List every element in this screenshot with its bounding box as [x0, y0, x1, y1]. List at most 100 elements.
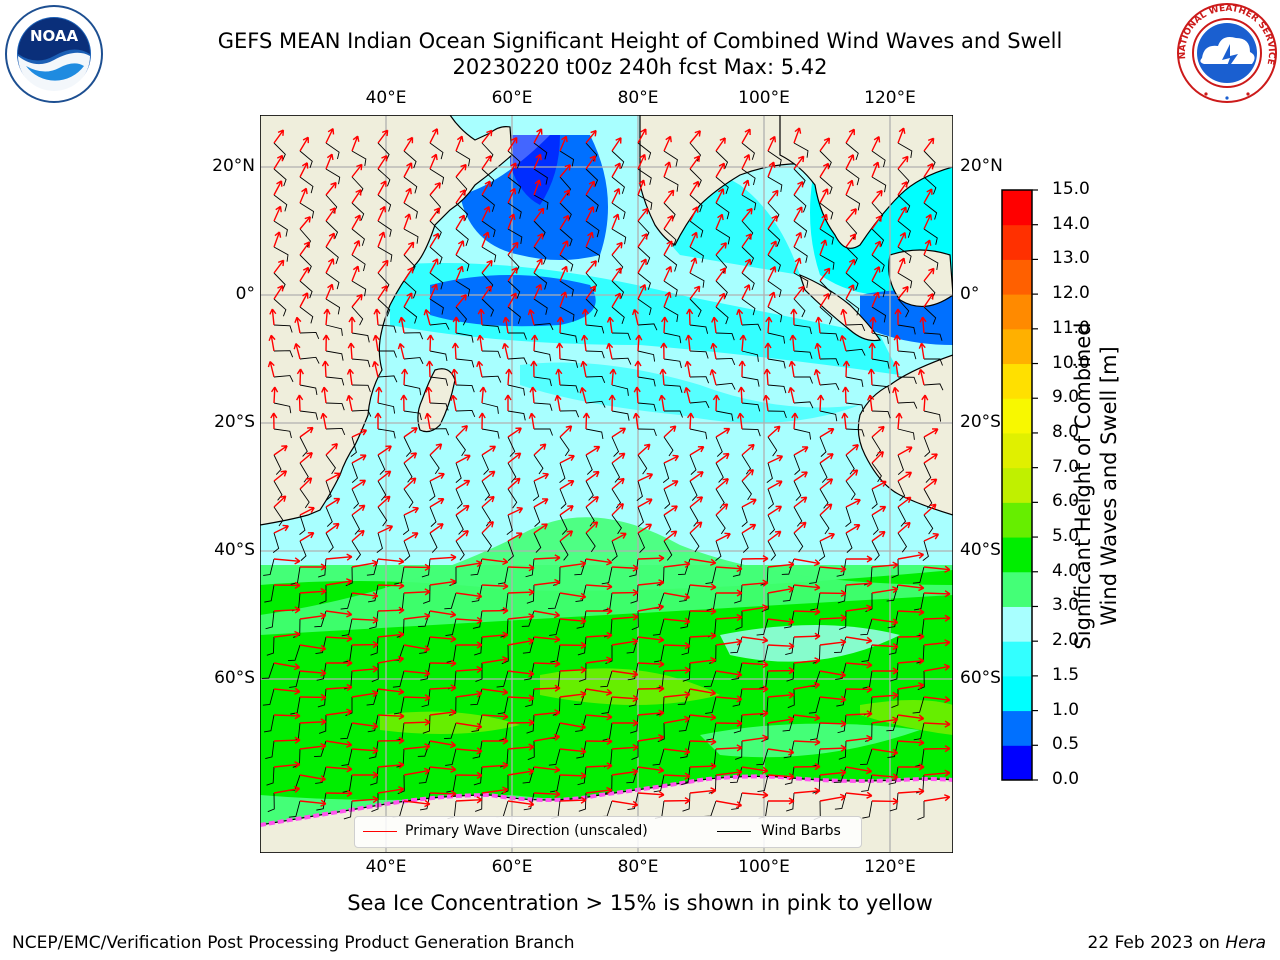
- wind-barb: [897, 246, 912, 264]
- colorbar-tick-0.5: 0.5: [1052, 734, 1080, 755]
- wave-arrow: [663, 748, 691, 756]
- wind-barb: [585, 168, 599, 187]
- wind-barb: [351, 280, 367, 297]
- wind-barb: [913, 722, 925, 741]
- wave-arrow: [403, 743, 431, 751]
- wave-arrow: [397, 342, 405, 360]
- wave-arrow: [451, 342, 460, 360]
- wave-arrow: [923, 565, 951, 573]
- wind-barb: [290, 566, 301, 585]
- wave-arrow: [897, 155, 909, 170]
- wave-arrow: [325, 708, 353, 716]
- wind-barb: [507, 488, 518, 509]
- wave-arrow: [273, 284, 284, 300]
- wave-arrow: [715, 613, 743, 622]
- wave-arrow: [663, 291, 672, 308]
- wind-barb: [316, 792, 327, 811]
- wave-arrow: [716, 589, 743, 597]
- wave-arrow: [637, 258, 647, 274]
- wave-arrow: [585, 231, 594, 248]
- wave-arrow: [555, 368, 563, 386]
- wind-barb: [793, 350, 813, 359]
- wind-barb: [715, 332, 735, 341]
- wave-arrow: [351, 722, 379, 730]
- wind-barb: [637, 506, 645, 527]
- wind-barb: [689, 272, 705, 288]
- wave-arrow: [819, 239, 828, 256]
- wind-barb: [741, 402, 761, 412]
- wind-barb: [351, 409, 372, 417]
- lat-tick-right-0: 0°: [960, 284, 980, 304]
- wind-barb: [715, 202, 730, 220]
- wind-barb: [421, 558, 431, 578]
- wave-arrow: [686, 412, 695, 430]
- wind-barb: [577, 766, 587, 786]
- wind-barb: [507, 436, 516, 457]
- wave-arrow: [793, 285, 805, 300]
- wind-barb: [376, 532, 383, 553]
- wind-barb: [299, 514, 306, 535]
- wind-barb: [793, 454, 801, 475]
- wind-barb: [835, 662, 847, 680]
- wave-arrow: [819, 478, 834, 490]
- wave-arrow: [533, 709, 561, 717]
- wave-arrow: [299, 774, 327, 783]
- wave-arrow: [481, 180, 491, 196]
- wave-arrow: [533, 498, 549, 508]
- wave-arrow: [455, 560, 483, 568]
- wind-barb: [681, 766, 691, 786]
- wave-arrow: [533, 472, 549, 482]
- wind-barb: [350, 436, 357, 457]
- wave-arrow: [715, 478, 729, 490]
- wave-arrow: [481, 470, 496, 482]
- wave-arrow: [533, 578, 561, 586]
- wind-barb: [266, 636, 275, 656]
- wind-barb: [525, 688, 535, 708]
- wave-arrow: [507, 506, 524, 516]
- wave-arrow: [533, 232, 544, 248]
- wind-barb: [793, 272, 809, 288]
- wave-arrow: [923, 188, 933, 204]
- wave-arrow: [507, 743, 535, 751]
- wind-barb: [342, 774, 353, 793]
- wave-arrow: [455, 214, 465, 230]
- wind-barb: [611, 436, 620, 457]
- wind-barb: [897, 454, 905, 475]
- wave-arrow: [767, 505, 783, 516]
- wave-arrow: [793, 558, 821, 567]
- wind-barb: [838, 740, 847, 760]
- wind-barb: [429, 298, 444, 315]
- wave-arrow: [897, 584, 925, 592]
- wave-arrow: [273, 581, 301, 589]
- wave-arrow: [846, 555, 873, 563]
- wave-arrow: [455, 163, 467, 178]
- wave-arrow: [897, 551, 925, 560]
- wave-arrow: [611, 670, 639, 678]
- wave-arrow: [377, 606, 405, 614]
- wave-arrow: [611, 694, 639, 703]
- lon-tick-80-bottom: 80°E: [617, 857, 659, 877]
- wave-arrow: [325, 153, 334, 170]
- wave-arrow: [377, 445, 392, 456]
- wind-barb: [810, 592, 821, 611]
- wind-barb: [585, 454, 593, 475]
- wave-arrow: [923, 137, 935, 152]
- wave-arrow: [371, 360, 379, 378]
- wave-arrow: [611, 477, 625, 490]
- wind-barb: [507, 357, 528, 365]
- wave-arrow: [377, 154, 388, 170]
- wave-arrow: [715, 744, 743, 752]
- wave-arrow: [325, 181, 337, 196]
- wind-barb: [444, 722, 457, 740]
- wave-arrow: [845, 791, 873, 799]
- wave-arrow: [871, 480, 887, 490]
- wind-barb: [845, 454, 855, 475]
- wind-barb: [819, 383, 840, 391]
- wind-barb: [689, 480, 698, 501]
- wind-barb: [637, 532, 646, 553]
- wave-arrow: [793, 787, 821, 795]
- wind-barb: [420, 662, 431, 681]
- wave-arrow: [871, 691, 899, 700]
- wind-barb: [578, 792, 587, 812]
- wind-barb: [421, 688, 431, 708]
